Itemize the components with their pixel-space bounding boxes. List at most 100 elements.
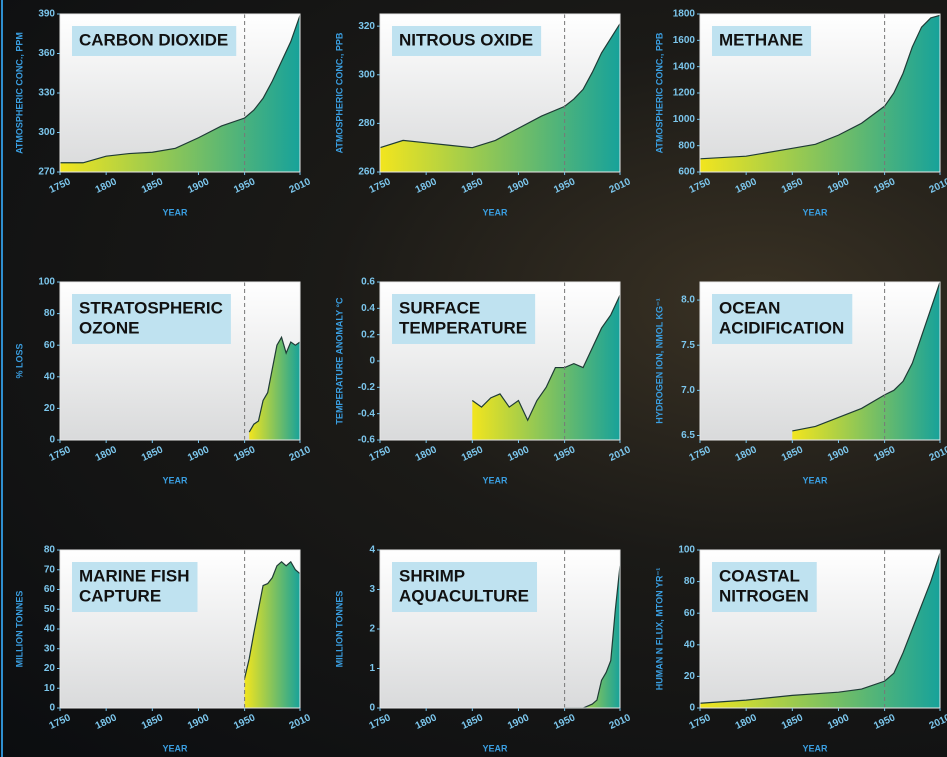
x-tick-label: 1800 [94, 444, 119, 464]
chart-title: ACIDIFICATION [719, 318, 844, 337]
chart-title: NITROUS OXIDE [399, 30, 533, 49]
area-fill [60, 15, 300, 173]
x-tick-label: 1850 [780, 444, 805, 464]
x-tick-label: 1900 [826, 176, 851, 196]
area-line [471, 294, 621, 422]
y-tick-label: 100 [38, 277, 55, 288]
area-line [248, 335, 301, 433]
area-fill [249, 337, 300, 440]
x-tick-label: 1800 [94, 176, 119, 196]
chart-title: METHANE [719, 30, 803, 49]
x-tick-label: 1900 [506, 176, 531, 196]
chart-title: CARBON DIOXIDE [79, 30, 228, 49]
y-tick-label: 0.4 [361, 303, 375, 314]
title-box [712, 26, 812, 56]
x-tick-label: 1750 [688, 176, 713, 196]
y-axis-label: MILLION TONNES [14, 591, 24, 668]
title-box [392, 26, 542, 56]
y-tick-label: 0 [369, 356, 375, 367]
x-tick-label: 1850 [140, 712, 165, 732]
y-tick-label: 40 [44, 624, 56, 635]
y-tick-label: 2 [369, 624, 375, 635]
x-tick-label: 1800 [734, 176, 759, 196]
y-tick-label: 30 [44, 643, 56, 654]
y-tick-label: 6.5 [681, 430, 695, 441]
x-tick-label: 1900 [186, 712, 211, 732]
x-tick-label: 1900 [506, 444, 531, 464]
y-axis-label: HUMAN N FLUX, MTON YR⁻¹ [654, 568, 664, 690]
y-tick-label: 80 [684, 576, 696, 587]
y-tick-label: 1600 [673, 35, 696, 46]
y-tick-label: 100 [678, 545, 695, 556]
x-axis-label: YEAR [482, 207, 508, 217]
y-tick-label: 1800 [673, 9, 696, 20]
x-tick-label: 2010 [928, 444, 947, 464]
x-axis-label: YEAR [482, 743, 508, 753]
y-tick-label: 4 [369, 545, 375, 556]
x-tick-label: 1750 [48, 176, 73, 196]
chart-title: MARINE FISH [79, 566, 190, 585]
x-tick-label: 1850 [140, 176, 165, 196]
y-tick-label: 60 [44, 584, 56, 595]
chart-title: OCEAN [719, 298, 780, 317]
x-tick-label: 1900 [826, 444, 851, 464]
area-fill [700, 15, 940, 173]
x-tick-label: 2010 [288, 176, 313, 196]
y-tick-label: 1000 [673, 114, 696, 125]
x-tick-label: 1750 [368, 176, 393, 196]
y-tick-label: 7.0 [681, 385, 695, 396]
title-box [712, 294, 853, 344]
x-axis-label: YEAR [162, 743, 188, 753]
y-tick-label: 60 [684, 608, 696, 619]
y-tick-label: 0 [369, 703, 375, 714]
y-axis-label: TEMPERATURE ANOMALY °C [334, 297, 344, 425]
title-box [392, 562, 538, 612]
y-tick-label: 20 [44, 663, 56, 674]
plot-frame [699, 549, 941, 709]
chart-title: SHRIMP [399, 566, 465, 585]
x-tick-label: 1800 [414, 712, 439, 732]
y-tick-label: 0 [689, 703, 695, 714]
x-tick-label: 1950 [872, 444, 897, 464]
x-tick-label: 1950 [552, 176, 577, 196]
plot-frame [379, 13, 621, 173]
x-tick-label: 1750 [48, 444, 73, 464]
y-axis-label: ATMOSPHERIC CONC., PPB [334, 32, 344, 153]
x-axis-label: YEAR [162, 207, 188, 217]
y-tick-label: 270 [38, 167, 55, 178]
y-tick-label: 20 [684, 671, 696, 682]
y-tick-label: 800 [678, 140, 695, 151]
y-tick-label: 7.5 [681, 340, 695, 351]
chart-title: NITROGEN [719, 586, 809, 605]
y-tick-label: 1400 [673, 61, 696, 72]
x-tick-label: 1800 [414, 444, 439, 464]
area-line [60, 15, 301, 164]
x-tick-label: 2010 [288, 712, 313, 732]
y-tick-label: 20 [44, 403, 56, 414]
x-tick-label: 1950 [232, 712, 257, 732]
chart-title: TEMPERATURE [399, 318, 527, 337]
y-tick-label: 0.2 [361, 329, 375, 340]
y-tick-label: 40 [684, 639, 696, 650]
area-fill [380, 23, 620, 172]
x-tick-label: 1950 [872, 176, 897, 196]
x-tick-label: 1950 [232, 176, 257, 196]
x-tick-label: 1750 [48, 712, 73, 732]
x-tick-label: 1900 [826, 712, 851, 732]
x-tick-label: 1950 [232, 444, 257, 464]
x-tick-label: 1750 [368, 444, 393, 464]
x-axis-label: YEAR [802, 475, 828, 485]
area-fill [472, 295, 620, 440]
x-tick-label: 1800 [414, 176, 439, 196]
x-tick-label: 1850 [780, 176, 805, 196]
x-tick-label: 1950 [552, 444, 577, 464]
y-axis-label: ATMOSPHERIC CONC., PPM [14, 32, 24, 154]
y-tick-label: 330 [38, 88, 55, 99]
area-line [699, 552, 941, 704]
area-fill [700, 553, 940, 708]
y-tick-label: 3 [369, 584, 375, 595]
y-tick-label: 0 [49, 703, 55, 714]
title-box [72, 562, 198, 612]
y-tick-label: 80 [44, 545, 56, 556]
y-tick-label: 0.6 [361, 277, 375, 288]
